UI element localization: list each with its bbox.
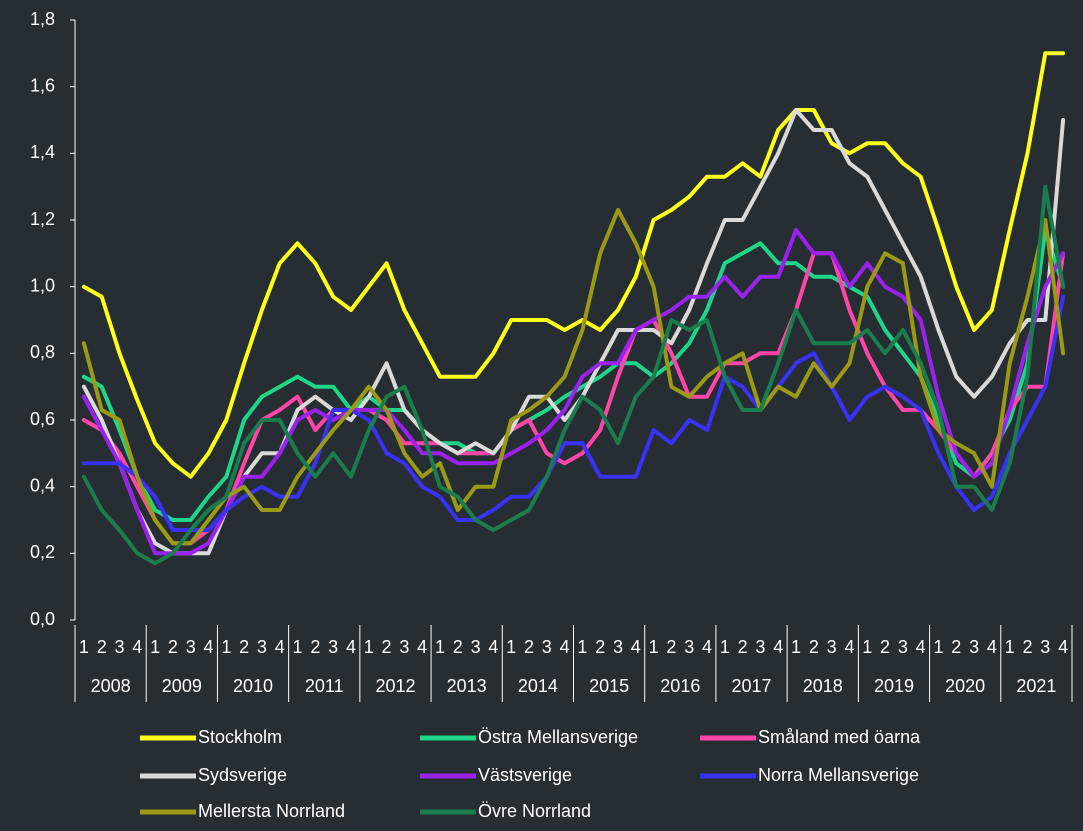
year-label: 2020 bbox=[945, 676, 985, 696]
x-tick-label: 3 bbox=[613, 637, 623, 657]
x-tick-label: 1 bbox=[150, 637, 160, 657]
x-tick-label: 4 bbox=[132, 637, 142, 657]
x-tick-label: 1 bbox=[221, 637, 231, 657]
x-tick-label: 1 bbox=[506, 637, 516, 657]
x-tick-label: 3 bbox=[471, 637, 481, 657]
x-tick-label: 2 bbox=[524, 637, 534, 657]
series-line bbox=[81, 251, 1066, 546]
x-tick-label: 1 bbox=[293, 637, 303, 657]
x-tick-label: 1 bbox=[649, 637, 659, 657]
x-tick-label: 3 bbox=[969, 637, 979, 657]
x-tick-label: 4 bbox=[916, 637, 926, 657]
legend-label: Norra Mellansverige bbox=[758, 765, 919, 785]
x-tick-label: 4 bbox=[987, 637, 997, 657]
y-tick-label: 1,4 bbox=[30, 142, 55, 162]
x-tick-label: 1 bbox=[364, 637, 374, 657]
x-tick-label: 4 bbox=[631, 637, 641, 657]
x-tick-label: 4 bbox=[773, 637, 783, 657]
x-tick-label: 2 bbox=[880, 637, 890, 657]
x-tick-label: 2 bbox=[97, 637, 107, 657]
series-line bbox=[81, 294, 1066, 532]
year-label: 2021 bbox=[1016, 676, 1056, 696]
x-tick-label: 4 bbox=[702, 637, 712, 657]
x-tick-label: 2 bbox=[310, 637, 320, 657]
series-line bbox=[81, 184, 1066, 566]
x-tick-label: 4 bbox=[275, 637, 285, 657]
x-tick-label: 2 bbox=[453, 637, 463, 657]
year-label: 2008 bbox=[91, 676, 131, 696]
x-tick-label: 1 bbox=[79, 637, 89, 657]
y-tick-label: 0,2 bbox=[30, 542, 55, 562]
y-tick-label: 0,4 bbox=[30, 475, 55, 495]
x-tick-label: 2 bbox=[1022, 637, 1032, 657]
x-tick-label: 4 bbox=[1058, 637, 1068, 657]
x-tick-label: 3 bbox=[399, 637, 409, 657]
legend-label: Östra Mellansverige bbox=[478, 727, 638, 747]
y-tick-label: 0,6 bbox=[30, 409, 55, 429]
year-label: 2012 bbox=[375, 676, 415, 696]
y-tick-label: 1,0 bbox=[30, 275, 55, 295]
x-tick-label: 3 bbox=[827, 637, 837, 657]
y-tick-label: 1,2 bbox=[30, 209, 55, 229]
x-tick-label: 3 bbox=[257, 637, 267, 657]
x-tick-label: 3 bbox=[328, 637, 338, 657]
legend-label: Västsverige bbox=[478, 765, 572, 785]
x-tick-label: 4 bbox=[488, 637, 498, 657]
x-tick-label: 3 bbox=[1040, 637, 1050, 657]
x-tick-label: 1 bbox=[933, 637, 943, 657]
y-tick-label: 1,6 bbox=[30, 75, 55, 95]
x-tick-label: 2 bbox=[809, 637, 819, 657]
legend-label: Sydsverige bbox=[198, 765, 287, 785]
year-label: 2010 bbox=[233, 676, 273, 696]
year-label: 2018 bbox=[803, 676, 843, 696]
x-tick-label: 1 bbox=[862, 637, 872, 657]
series-line bbox=[81, 108, 1066, 556]
year-label: 2011 bbox=[305, 676, 344, 696]
series-line bbox=[81, 228, 1066, 556]
x-tick-label: 1 bbox=[720, 637, 730, 657]
y-tick-label: 0,0 bbox=[30, 609, 55, 629]
series-line bbox=[81, 208, 1066, 546]
x-tick-label: 4 bbox=[417, 637, 427, 657]
legend-label: Mellersta Norrland bbox=[198, 801, 345, 821]
year-label: 2009 bbox=[162, 676, 202, 696]
x-tick-label: 3 bbox=[684, 637, 694, 657]
x-tick-label: 2 bbox=[951, 637, 961, 657]
series-line bbox=[81, 51, 1066, 479]
x-tick-label: 1 bbox=[791, 637, 801, 657]
x-tick-label: 3 bbox=[115, 637, 125, 657]
x-tick-label: 3 bbox=[186, 637, 196, 657]
x-tick-label: 3 bbox=[898, 637, 908, 657]
x-tick-label: 2 bbox=[382, 637, 392, 657]
x-tick-label: 1 bbox=[577, 637, 587, 657]
year-label: 2013 bbox=[447, 676, 487, 696]
x-tick-label: 3 bbox=[755, 637, 765, 657]
x-tick-label: 2 bbox=[239, 637, 249, 657]
legend-label: Stockholm bbox=[198, 727, 282, 747]
y-tick-label: 0,8 bbox=[30, 342, 55, 362]
x-tick-label: 4 bbox=[204, 637, 214, 657]
x-tick-label: 4 bbox=[346, 637, 356, 657]
x-tick-label: 3 bbox=[542, 637, 552, 657]
legend-label: Småland med öarna bbox=[758, 727, 921, 747]
x-tick-label: 1 bbox=[1005, 637, 1015, 657]
year-label: 2015 bbox=[589, 676, 629, 696]
year-label: 2016 bbox=[660, 676, 700, 696]
year-label: 2014 bbox=[518, 676, 558, 696]
x-tick-label: 2 bbox=[168, 637, 178, 657]
x-tick-label: 2 bbox=[666, 637, 676, 657]
x-tick-label: 1 bbox=[435, 637, 445, 657]
x-tick-label: 2 bbox=[595, 637, 605, 657]
x-tick-label: 4 bbox=[560, 637, 570, 657]
x-tick-label: 4 bbox=[844, 637, 854, 657]
year-label: 2019 bbox=[874, 676, 914, 696]
x-tick-label: 2 bbox=[738, 637, 748, 657]
y-tick-label: 1,8 bbox=[30, 9, 55, 29]
legend-label: Övre Norrland bbox=[478, 801, 591, 821]
year-label: 2017 bbox=[732, 676, 772, 696]
